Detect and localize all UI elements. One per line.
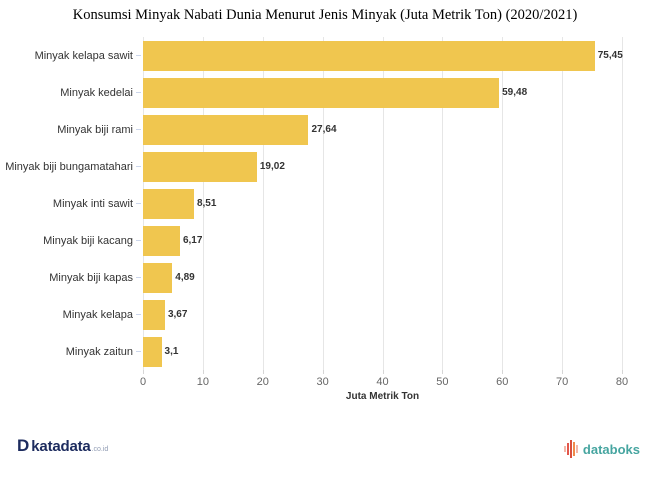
- x-tickmark: [562, 370, 564, 374]
- x-tick-label: 50: [436, 376, 449, 388]
- category-label: Minyak biji bungamatahari: [5, 160, 133, 173]
- category-tick: [136, 314, 141, 315]
- category-tick: [136, 240, 141, 241]
- bar-track: 3,67: [143, 296, 622, 333]
- bar-track: 6,17: [143, 222, 622, 259]
- x-tickmark: [622, 370, 623, 374]
- category-label: Minyak zaitun: [65, 345, 133, 358]
- category-tick: [136, 203, 141, 204]
- bar: [143, 299, 165, 330]
- x-tick-label: 70: [556, 376, 569, 388]
- bar-row: Minyak biji bungamatahari 19,02: [0, 148, 650, 185]
- x-tickmark: [502, 370, 504, 374]
- gridline: [322, 37, 324, 370]
- value-label: 3,1: [164, 346, 179, 357]
- databoks-logo[interactable]: databoks: [563, 440, 640, 458]
- gridline: [442, 37, 444, 370]
- bar-row: Minyak biji rami 27,64: [0, 111, 650, 148]
- category-tick: [136, 129, 141, 130]
- gridline: [262, 37, 264, 370]
- value-label: 6,17: [182, 235, 203, 246]
- bar-row: Minyak kelapa sawit 75,45: [0, 37, 650, 74]
- category-tick: [136, 277, 141, 278]
- value-label: 27,64: [311, 124, 337, 135]
- value-label: 75,45: [597, 50, 623, 61]
- value-label: 19,02: [259, 161, 285, 172]
- category-tick: [136, 92, 141, 93]
- category-label: Minyak biji kacang: [43, 234, 133, 247]
- bar: [143, 225, 180, 256]
- bar: [143, 40, 595, 71]
- bar-track: 75,45: [143, 37, 623, 74]
- katadata-d-icon: D: [17, 436, 30, 455]
- category-tick: [136, 351, 141, 352]
- x-tick-label: 30: [316, 376, 329, 388]
- category-label: Minyak biji rami: [57, 123, 133, 136]
- katadata-logo[interactable]: D katadata .co.id: [17, 437, 108, 454]
- bar-row: Minyak zaitun 3,1: [0, 333, 650, 370]
- katadata-logo-suffix: .co.id: [91, 446, 109, 453]
- x-tick-label: 80: [615, 376, 629, 388]
- category-label: Minyak inti sawit: [52, 197, 133, 210]
- category-label: Minyak kedelai: [60, 86, 133, 99]
- gridline: [382, 37, 384, 370]
- value-label: 4,89: [175, 272, 195, 283]
- gridline: [502, 37, 504, 370]
- x-tick-label: 0: [139, 376, 147, 388]
- bar-track: 4,89: [143, 259, 622, 296]
- chart-title: Konsumsi Minyak Nabati Dunia Menurut Jen…: [72, 7, 578, 23]
- bar-row: Minyak inti sawit 8,51: [0, 185, 650, 222]
- bar: [143, 262, 173, 293]
- category-tick: [136, 55, 141, 56]
- x-tickmark: [442, 370, 444, 374]
- bar-row: Minyak kedelai 59,48: [0, 74, 650, 111]
- x-tick-label: 60: [496, 376, 509, 388]
- databoks-bars-icon: [563, 440, 578, 458]
- bar-track: 19,02: [143, 148, 622, 185]
- bar: [143, 151, 257, 182]
- bar-track: 8,51: [143, 185, 622, 222]
- x-tick-label: 10: [196, 376, 209, 388]
- x-tick-label: 40: [376, 376, 389, 388]
- x-tickmark: [382, 370, 384, 374]
- x-tickmark: [322, 370, 324, 374]
- x-tick-label: 20: [256, 376, 269, 388]
- gridline: [562, 37, 564, 370]
- x-tickmark: [143, 370, 144, 374]
- x-tickmark: [262, 370, 264, 374]
- x-axis: 0 10 20 30 40 50 60 70 80: [139, 370, 628, 396]
- gridline: [622, 37, 623, 370]
- category-label: Minyak kelapa sawit: [34, 49, 133, 62]
- bar-track: 27,64: [143, 111, 622, 148]
- gridline: [202, 37, 204, 370]
- bar-track: 3,1: [143, 333, 622, 370]
- bar-row: Minyak biji kapas 4,89: [0, 259, 650, 296]
- category-label: Minyak biji kapas: [49, 271, 133, 284]
- databoks-logo-text: databoks: [582, 441, 640, 457]
- category-tick: [136, 166, 141, 167]
- bar: [143, 114, 309, 145]
- value-label: 59,48: [502, 87, 528, 98]
- value-label: 8,51: [196, 198, 217, 209]
- x-tickmark: [202, 370, 204, 374]
- bar-row: Minyak biji kacang 6,17: [0, 222, 650, 259]
- bar: [143, 77, 500, 108]
- bar: [143, 188, 194, 219]
- value-label: 3,67: [167, 309, 188, 320]
- bar-track: 59,48: [143, 74, 622, 111]
- rows: Minyak kelapa sawit 75,45 Minyak kedelai 59…: [0, 37, 650, 370]
- bar: [143, 336, 162, 367]
- x-axis-title: Juta Metrik Ton: [345, 391, 420, 402]
- bar-row: Minyak kelapa 3,67: [0, 296, 650, 333]
- katadata-logo-text: katadata: [31, 438, 91, 455]
- category-label: Minyak kelapa: [62, 308, 133, 321]
